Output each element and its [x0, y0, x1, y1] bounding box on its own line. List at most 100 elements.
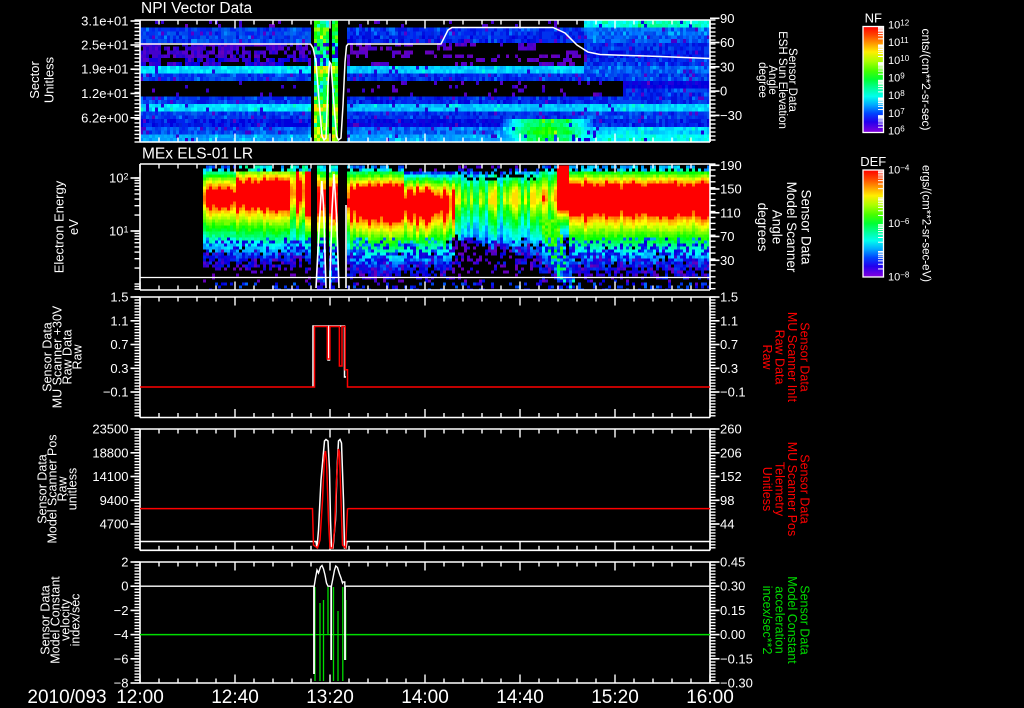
svg-text:23500: 23500: [92, 422, 128, 437]
svg-text:1.5: 1.5: [110, 290, 128, 305]
svg-text:Raw: Raw: [55, 476, 69, 502]
svg-text:90: 90: [720, 11, 734, 26]
svg-text:Raw Data: Raw Data: [60, 330, 74, 385]
svg-text:Model Scanner: Model Scanner: [784, 182, 799, 273]
svg-text:cnts/(cm**2-sr-sec): cnts/(cm**2-sr-sec): [919, 28, 933, 130]
svg-text:0.7: 0.7: [110, 337, 128, 352]
svg-text:degrees: degrees: [755, 203, 770, 252]
svg-text:0.45: 0.45: [720, 555, 745, 570]
svg-text:velocity: velocity: [58, 598, 72, 640]
svg-text:1.5: 1.5: [720, 290, 738, 305]
svg-text:DEF: DEF: [860, 154, 886, 169]
svg-text:Model Constant: Model Constant: [785, 576, 799, 664]
svg-text:NPI Vector Data: NPI Vector Data: [141, 0, 253, 17]
svg-text:110: 110: [720, 205, 741, 220]
svg-text:Angle: Angle: [770, 210, 785, 245]
svg-text:−6: −6: [114, 651, 129, 666]
svg-text:30: 30: [720, 59, 734, 74]
svg-text:14:00: 14:00: [401, 687, 449, 708]
svg-text:Sensor Data: Sensor Data: [35, 454, 49, 524]
svg-text:3.1e+01: 3.1e+01: [81, 14, 128, 29]
svg-text:1012: 1012: [888, 19, 910, 32]
svg-text:Angle: Angle: [766, 65, 778, 94]
svg-text:acceleration: acceleration: [772, 586, 786, 653]
svg-text:106: 106: [888, 125, 905, 138]
svg-text:0.15: 0.15: [720, 603, 745, 618]
svg-text:70: 70: [720, 229, 734, 244]
svg-text:1.9e+01: 1.9e+01: [81, 62, 128, 77]
svg-text:98: 98: [720, 493, 734, 508]
svg-text:MU Scanner Pos: MU Scanner Pos: [785, 442, 799, 536]
svg-text:index/sec: index/sec: [68, 594, 82, 647]
svg-text:Sensor Data: Sensor Data: [797, 454, 811, 524]
svg-text:260: 260: [720, 422, 742, 437]
svg-text:102: 102: [109, 171, 128, 186]
svg-text:0: 0: [121, 579, 128, 594]
svg-text:−0.15: −0.15: [720, 651, 753, 666]
svg-text:−0.30: −0.30: [720, 676, 753, 691]
svg-text:190: 190: [720, 158, 742, 173]
svg-text:9400: 9400: [100, 493, 129, 508]
svg-text:MU Scanner +30V: MU Scanner +30V: [50, 305, 64, 408]
svg-text:13:20: 13:20: [306, 687, 354, 708]
svg-text:unitless: unitless: [65, 468, 79, 510]
svg-text:0: 0: [720, 84, 727, 99]
svg-text:ergs/(cm**2-sr-sec-eV): ergs/(cm**2-sr-sec-eV): [919, 165, 931, 282]
svg-text:−8: −8: [114, 676, 129, 691]
svg-text:0.3: 0.3: [720, 361, 738, 376]
svg-text:Electron Energy: Electron Energy: [51, 180, 66, 273]
svg-text:0.00: 0.00: [720, 627, 745, 642]
svg-text:0.3: 0.3: [110, 361, 128, 376]
svg-text:degree: degree: [756, 62, 768, 98]
svg-text:0.7: 0.7: [720, 337, 738, 352]
svg-text:Sensor Data: Sensor Data: [38, 585, 52, 655]
svg-text:101: 101: [109, 224, 128, 239]
svg-text:6.2e+00: 6.2e+00: [81, 110, 128, 125]
svg-text:Model Constant: Model Constant: [48, 576, 62, 664]
svg-text:Sensor Data: Sensor Data: [786, 48, 798, 113]
svg-text:152: 152: [720, 469, 742, 484]
svg-text:10−8: 10−8: [888, 271, 910, 284]
svg-text:14100: 14100: [92, 469, 128, 484]
svg-text:16:00: 16:00: [686, 687, 734, 708]
svg-text:Sensor Data: Sensor Data: [40, 322, 54, 392]
svg-text:Raw: Raw: [760, 344, 774, 370]
svg-text:109: 109: [888, 72, 905, 85]
svg-text:12:40: 12:40: [211, 687, 259, 708]
svg-text:Raw Data: Raw Data: [772, 330, 786, 385]
svg-text:1011: 1011: [888, 36, 909, 49]
svg-text:MU Scanner InIt: MU Scanner InIt: [785, 312, 799, 403]
svg-text:107: 107: [888, 107, 905, 120]
svg-text:10−6: 10−6: [888, 217, 910, 230]
svg-text:Model Scanner Pos: Model Scanner Pos: [45, 434, 59, 543]
svg-text:108: 108: [888, 89, 905, 102]
svg-text:10−4: 10−4: [888, 164, 910, 177]
svg-text:2: 2: [121, 555, 128, 570]
svg-text:2.5e+01: 2.5e+01: [81, 38, 128, 53]
svg-text:−0.1: −0.1: [103, 385, 129, 400]
svg-text:−4: −4: [114, 627, 129, 642]
svg-text:0.30: 0.30: [720, 579, 745, 594]
svg-text:4700: 4700: [100, 517, 129, 532]
svg-text:18800: 18800: [92, 445, 128, 460]
svg-text:60: 60: [720, 35, 734, 50]
svg-text:206: 206: [720, 445, 742, 460]
svg-text:2010/093: 2010/093: [27, 687, 106, 708]
svg-text:eV: eV: [66, 219, 81, 235]
svg-text:30: 30: [720, 253, 734, 268]
svg-text:NF: NF: [865, 11, 882, 26]
svg-text:incex/sec**2: incex/sec**2: [760, 586, 774, 655]
svg-text:150: 150: [720, 182, 742, 197]
svg-text:14:40: 14:40: [496, 687, 544, 708]
svg-text:Sector: Sector: [27, 61, 42, 99]
svg-text:Sensor Data: Sensor Data: [797, 322, 811, 392]
svg-text:Telemetry: Telemetry: [772, 462, 786, 517]
svg-text:MEx ELS-01 LR: MEx ELS-01 LR: [142, 146, 253, 163]
svg-text:Unitless: Unitless: [41, 56, 56, 103]
svg-text:Sensor Data: Sensor Data: [798, 189, 813, 265]
svg-text:−0.1: −0.1: [720, 385, 746, 400]
svg-text:−30: −30: [720, 108, 742, 123]
svg-text:12:00: 12:00: [116, 687, 164, 708]
svg-text:Raw: Raw: [70, 344, 84, 370]
svg-text:Unitless: Unitless: [760, 467, 774, 511]
